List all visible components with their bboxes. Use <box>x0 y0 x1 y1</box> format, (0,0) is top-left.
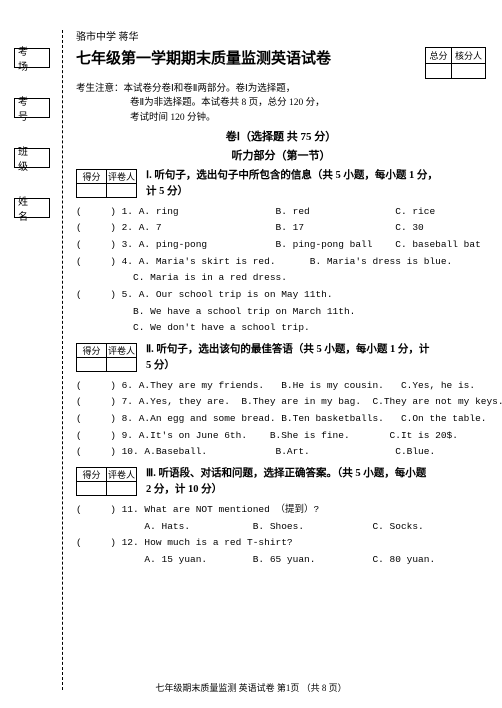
q12a: ( ) 12. How much is a red T-shirt? <box>76 535 486 552</box>
q12b: A. 15 yuan. B. 65 yuan. C. 80 yuan. <box>76 552 486 569</box>
q5a: ( ) 5. A. Our school trip is on May 11th… <box>76 287 486 304</box>
school-name: 骆市中学 蒋华 <box>76 28 486 43</box>
q5b: B. We have a school trip on March 11th. <box>76 304 486 321</box>
q11a: ( ) 11. What are NOT mentioned （提到）? <box>76 502 486 519</box>
section2-title-l2: 5 分） <box>146 360 175 371</box>
mini-score-cell <box>77 481 107 495</box>
section3-questions: ( ) 11. What are NOT mentioned （提到）? A. … <box>76 502 486 569</box>
exam-room-label: 考 场 <box>14 48 50 68</box>
exam-page: 考 场 考 号 班 级 姓 名 骆市中学 蒋华 七年级第一学期期末质量监测英语试… <box>0 0 502 708</box>
mini-score-cell <box>77 357 107 371</box>
instructions: 考生注意：本试卷分卷Ⅰ和卷Ⅱ两部分。卷Ⅰ为选择题， 卷Ⅱ为非选择题。本试卷共 8… <box>76 82 486 125</box>
mini-checker-cell <box>107 481 137 495</box>
instr-line1: 考生注意：本试卷分卷Ⅰ和卷Ⅱ两部分。卷Ⅰ为选择题， <box>76 84 295 94</box>
mini-score-label: 得分 <box>77 169 107 183</box>
q6: ( ) 6. A.They are my friends. B.He is my… <box>76 378 486 395</box>
mini-score-label: 得分 <box>77 467 107 481</box>
left-id-column: 考 场 考 号 班 级 姓 名 <box>14 48 60 248</box>
section3-score-table: 得分 评卷人 <box>76 467 137 496</box>
section3-title-l1: Ⅲ. 听语段、对话和问题，选择正确答案。（共 5 小题，每小题 <box>146 468 426 479</box>
section3-title: Ⅲ. 听语段、对话和问题，选择正确答案。（共 5 小题，每小题 2 分，计 10… <box>146 465 486 498</box>
section1-title-l1: Ⅰ. 听句子，选出句子中所包含的信息（共 5 小题，每小题 1 分， <box>146 170 438 181</box>
score-header-total: 总分 <box>425 48 451 64</box>
exam-title: 七年级第一学期期末质量监测英语试卷 <box>76 47 421 68</box>
exam-number-label: 考 号 <box>14 98 50 118</box>
section2-questions: ( ) 6. A.They are my friends. B.He is my… <box>76 378 486 461</box>
mini-score-label: 得分 <box>77 343 107 357</box>
section3-title-l2: 2 分，计 10 分） <box>146 484 222 495</box>
page-footer: 七年级期末质量监测 英语试卷 第1页 （共 8 页） <box>0 681 502 694</box>
instr-line2: 卷Ⅱ为非选择题。本试卷共 8 页，总分 120 分， <box>130 98 325 108</box>
section2-score-table: 得分 评卷人 <box>76 343 137 372</box>
score-cell-checker <box>451 64 485 79</box>
q4b: C. Maria is in a red dress. <box>76 270 486 287</box>
section1-row: 得分 评卷人 Ⅰ. 听句子，选出句子中所包含的信息（共 5 小题，每小题 1 分… <box>76 167 486 200</box>
section2-title: Ⅱ. 听句子，选出该句的最佳答语（共 5 小题，每小题 1 分，计 5 分） <box>146 341 486 374</box>
mini-checker-label: 评卷人 <box>107 467 137 481</box>
mini-checker-label: 评卷人 <box>107 169 137 183</box>
part1-header: 卷Ⅰ（选择题 共 75 分） <box>76 128 486 144</box>
main-content: 骆市中学 蒋华 七年级第一学期期末质量监测英语试卷 总分 核分人 考生注意：本试… <box>76 28 486 568</box>
mini-checker-label: 评卷人 <box>107 343 137 357</box>
section1-score-table: 得分 评卷人 <box>76 169 137 198</box>
section3-row: 得分 评卷人 Ⅲ. 听语段、对话和问题，选择正确答案。（共 5 小题，每小题 2… <box>76 465 486 498</box>
section1-questions: ( ) 1. A. ring B. red C. rice ( ) 2. A. … <box>76 204 486 337</box>
q1: ( ) 1. A. ring B. red C. rice <box>76 204 486 221</box>
score-header-checker: 核分人 <box>451 48 485 64</box>
q5c: C. We don't have a school trip. <box>76 320 486 337</box>
section1-title-l2: 计 5 分） <box>146 186 188 197</box>
q4a: ( ) 4. A. Maria's skirt is red. B. Maria… <box>76 254 486 271</box>
section2-row: 得分 评卷人 Ⅱ. 听句子，选出该句的最佳答语（共 5 小题，每小题 1 分，计… <box>76 341 486 374</box>
mini-checker-cell <box>107 357 137 371</box>
q8: ( ) 8. A.An egg and some bread. B.Ten ba… <box>76 411 486 428</box>
q11b: A. Hats. B. Shoes. C. Socks. <box>76 519 486 536</box>
section1-title: Ⅰ. 听句子，选出句子中所包含的信息（共 5 小题，每小题 1 分， 计 5 分… <box>146 167 486 200</box>
listening-header: 听力部分（第一节） <box>76 147 486 163</box>
name-label: 姓 名 <box>14 198 50 218</box>
score-table: 总分 核分人 <box>425 47 486 79</box>
score-cell-total <box>425 64 451 79</box>
q7: ( ) 7. A.Yes, they are. B.They are in my… <box>76 394 486 411</box>
section2-title-l1: Ⅱ. 听句子，选出该句的最佳答语（共 5 小题，每小题 1 分，计 <box>146 344 429 355</box>
mini-checker-cell <box>107 183 137 197</box>
title-row: 七年级第一学期期末质量监测英语试卷 总分 核分人 <box>76 47 486 79</box>
instr-line3: 考试时间 120 分钟。 <box>130 113 216 123</box>
binding-line <box>62 30 63 690</box>
q10: ( ) 10. A.Baseball. B.Art. C.Blue. <box>76 444 486 461</box>
class-label: 班 级 <box>14 148 50 168</box>
q9: ( ) 9. A.It's on June 6th. B.She is fine… <box>76 428 486 445</box>
mini-score-cell <box>77 183 107 197</box>
q2: ( ) 2. A. 7 B. 17 C. 30 <box>76 220 486 237</box>
q3: ( ) 3. A. ping-pong B. ping-pong ball C.… <box>76 237 486 254</box>
